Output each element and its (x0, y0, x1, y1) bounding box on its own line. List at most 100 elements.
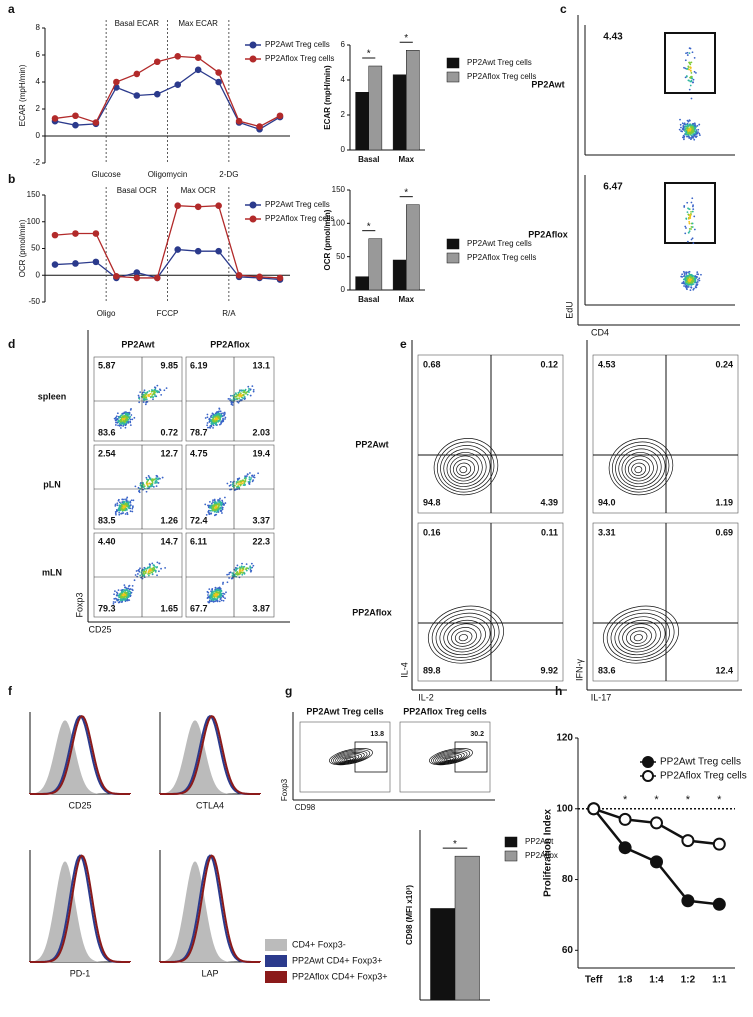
legend-swatch (446, 238, 460, 250)
event-dot (151, 568, 154, 571)
event-dot (242, 394, 245, 397)
event-dot (245, 391, 248, 394)
event-dot (210, 504, 213, 507)
event-dot (215, 421, 218, 424)
quadrant-value: 78.7 (190, 427, 208, 437)
event-dot (151, 389, 154, 392)
contour (456, 462, 472, 476)
quadrant-value: 83.5 (98, 515, 116, 525)
event-dot (118, 501, 121, 504)
event-dot (148, 574, 150, 577)
significance-mark: * (686, 794, 691, 806)
event-dot (213, 596, 216, 599)
event-dot (206, 422, 209, 424)
panel-label: e (400, 337, 407, 351)
event-dot (241, 573, 244, 576)
quadrant-value: 6.11 (190, 536, 207, 546)
y-tick-label: 50 (31, 244, 40, 253)
data-point (72, 121, 79, 129)
quadrant-value: 4.39 (540, 497, 558, 507)
event-dot (115, 594, 118, 597)
event-dot (240, 483, 242, 486)
event-dot (248, 391, 250, 394)
legend-label: PP2Aflox Treg cells (660, 771, 747, 782)
event-dot (235, 482, 238, 485)
event-dot (249, 394, 252, 397)
event-dot (236, 486, 238, 489)
event-dot (229, 398, 231, 400)
event-dot (236, 478, 239, 480)
bar (430, 908, 456, 1001)
event-dot (214, 586, 217, 589)
event-dot (145, 490, 148, 493)
event-dot (126, 511, 129, 514)
histogram (30, 861, 130, 962)
event-dot (223, 414, 225, 417)
event-dot (234, 395, 237, 398)
event-dot (134, 574, 137, 576)
event-dot (691, 51, 694, 54)
event-dot (684, 67, 687, 70)
event-dot (236, 394, 239, 397)
event-dot (212, 600, 215, 603)
event-dot (696, 271, 699, 274)
event-dot (146, 567, 149, 570)
event-dot (148, 572, 151, 575)
contour (622, 623, 657, 650)
event-dot (222, 596, 225, 598)
event-dot (216, 597, 219, 600)
event-dot (694, 275, 697, 277)
event-dot (691, 131, 694, 133)
legend-label: PP2Aflox Treg cells (265, 214, 334, 223)
event-dot (147, 573, 149, 575)
quadrant-value: 89.8 (423, 665, 441, 675)
panel-label: b (8, 172, 15, 186)
event-dot (688, 52, 691, 55)
quadrant-value: 79.3 (98, 603, 116, 613)
plot-frame (185, 356, 275, 442)
event-dot (241, 479, 244, 482)
quadrant-value: 67.7 (190, 603, 208, 613)
event-dot (145, 476, 148, 479)
legend-label: PP2Aflox CD4+ Foxp3+ (292, 971, 388, 981)
quadrant-value: 83.6 (598, 665, 616, 675)
event-dot (124, 415, 126, 418)
event-dot (114, 590, 116, 593)
axis-title: ECAR (mpH/min) (18, 64, 27, 126)
x-tick-label: Max (398, 295, 414, 304)
event-dot (237, 391, 240, 394)
contour (459, 466, 468, 474)
event-dot (117, 420, 120, 423)
legend-swatch (446, 252, 460, 264)
event-dot (689, 213, 692, 216)
event-dot (252, 390, 255, 393)
y-tick-label: 100 (556, 803, 573, 814)
event-dot (209, 509, 212, 512)
event-dot (686, 51, 689, 54)
data-point (113, 78, 120, 86)
y-tick-label: 8 (36, 23, 41, 32)
data-point (153, 274, 161, 282)
contour (427, 605, 504, 664)
event-dot (213, 422, 216, 425)
event-dot (216, 412, 219, 415)
event-dot (698, 123, 701, 126)
legend-label: PP2Aflox Treg cells (467, 72, 536, 81)
event-dot (144, 403, 147, 406)
event-dot (219, 506, 222, 509)
event-dot (687, 282, 690, 285)
quadrant-value: 14.7 (160, 536, 178, 546)
event-dot (238, 393, 241, 396)
y-tick-label: 0 (36, 131, 41, 140)
event-dot (220, 422, 222, 425)
event-dot (237, 486, 240, 489)
event-dot (218, 407, 221, 410)
event-dot (205, 513, 208, 516)
event-dot (245, 475, 248, 477)
event-dot (236, 564, 239, 567)
event-dot (143, 566, 146, 569)
event-dot (686, 283, 688, 285)
axis-title: IFN-γ (574, 659, 584, 681)
row-label: PP2Aflox (352, 607, 392, 617)
event-dot (142, 482, 144, 485)
